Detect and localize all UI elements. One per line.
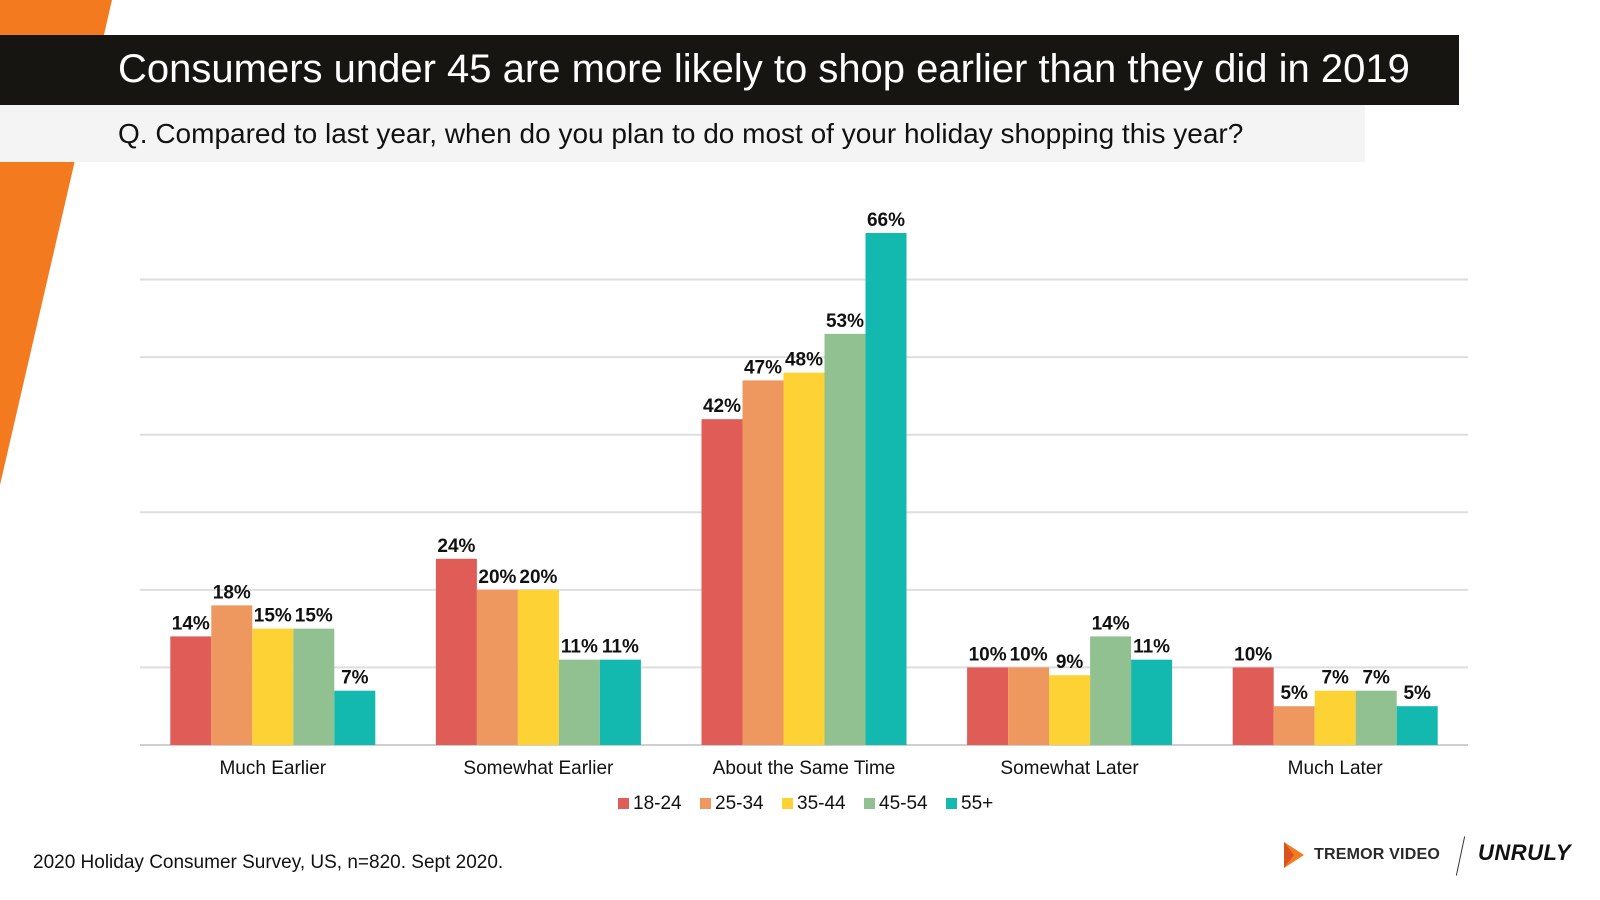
legend-label: 35-44: [797, 793, 846, 814]
bar-55+-1: [599, 659, 641, 745]
bar-55+-3: [1131, 659, 1173, 745]
bar-35-44-3: [1049, 675, 1091, 745]
x-tick-label: Much Later: [1288, 758, 1384, 779]
x-tick-label: Somewhat Later: [1000, 758, 1139, 779]
bar-18-24-3: [967, 667, 1009, 745]
bar-55+-0: [334, 690, 376, 745]
data-label: 42%: [703, 396, 741, 417]
page-title: Consumers under 45 are more likely to sh…: [118, 47, 1410, 91]
data-label: 66%: [867, 210, 905, 231]
legend-label: 18-24: [633, 793, 682, 814]
legend-label: 45-54: [879, 793, 928, 814]
data-label: 11%: [602, 637, 639, 658]
bar-45-54-4: [1355, 690, 1397, 745]
bar-45-54-3: [1090, 636, 1132, 745]
data-label: 5%: [1403, 683, 1431, 704]
bar-18-24-1: [435, 558, 477, 745]
bar-45-54-2: [824, 333, 866, 745]
bar-18-24-4: [1232, 667, 1274, 745]
bar-55+-2: [865, 233, 907, 745]
bar-25-34-4: [1273, 706, 1315, 745]
bar-25-34-3: [1008, 667, 1050, 745]
x-tick-label: Much Earlier: [219, 758, 326, 779]
bar-25-34-0: [211, 605, 253, 745]
data-label: 14%: [172, 613, 210, 634]
play-triangle-icon: [1284, 842, 1304, 868]
data-label: 10%: [1010, 644, 1048, 665]
bar-35-44-1: [517, 589, 559, 745]
bars: [170, 233, 1438, 745]
data-label: 10%: [969, 644, 1007, 665]
data-label: 5%: [1280, 683, 1308, 704]
bar-25-34-2: [742, 380, 784, 745]
bar-35-44-0: [252, 628, 294, 745]
data-label: 24%: [437, 536, 475, 557]
x-tick-label: About the Same Time: [713, 758, 896, 779]
legend-swatch: [782, 798, 793, 809]
data-label: 15%: [295, 606, 333, 627]
legend-swatch: [700, 798, 711, 809]
data-label: 15%: [254, 606, 292, 627]
data-label: 14%: [1092, 613, 1130, 634]
bar-18-24-0: [170, 636, 212, 745]
legend-label: 25-34: [715, 793, 764, 814]
unruly-logo: UNRULY: [1478, 840, 1572, 865]
legend-swatch: [864, 798, 875, 809]
data-label: 47%: [744, 357, 782, 378]
legend-swatch: [618, 798, 629, 809]
data-label: 20%: [519, 567, 557, 588]
x-axis-tick-labels: Much Earlier Somewhat Earlier About the Sa…: [219, 758, 1383, 779]
data-label: 48%: [785, 350, 823, 371]
data-labels: 14%18%15% 15%7%24%20% 20%11% 11%42%47% 48%53…: [172, 210, 1431, 704]
data-label: 20%: [478, 567, 516, 588]
bar-55+-4: [1396, 706, 1438, 745]
bar-45-54-1: [558, 659, 600, 745]
data-label: 9%: [1056, 652, 1084, 673]
data-label: 7%: [341, 668, 369, 689]
title-bar: Consumers under 45 are more likely to sh…: [0, 35, 1459, 105]
bar-25-34-1: [476, 589, 518, 745]
data-label: 18%: [213, 582, 251, 603]
data-label: 7%: [1362, 668, 1390, 689]
legend: 18-24 25-34 35-44 45-54 55+: [618, 793, 993, 814]
survey-question: Q. Compared to last year, when do you pl…: [118, 118, 1244, 149]
tremor-video-logo: TREMOR VIDEO: [1282, 838, 1440, 872]
bar-45-54-0: [293, 628, 335, 745]
data-label: 11%: [1133, 637, 1170, 658]
legend-label: 55+: [961, 793, 993, 814]
bar-35-44-2: [783, 372, 825, 745]
tremor-video-wordmark: TREMOR VIDEO: [1314, 846, 1440, 863]
subtitle-bar: Q. Compared to last year, when do you pl…: [0, 105, 1365, 162]
x-tick-label: Somewhat Earlier: [463, 758, 614, 779]
data-label: 11%: [561, 637, 598, 658]
data-label: 53%: [826, 311, 864, 332]
bar-18-24-2: [701, 419, 743, 745]
data-label: 7%: [1321, 668, 1349, 689]
legend-swatch: [946, 798, 957, 809]
bar-35-44-4: [1314, 690, 1356, 745]
data-label: 10%: [1234, 644, 1272, 665]
source-footnote: 2020 Holiday Consumer Survey, US, n=820.…: [33, 852, 504, 873]
